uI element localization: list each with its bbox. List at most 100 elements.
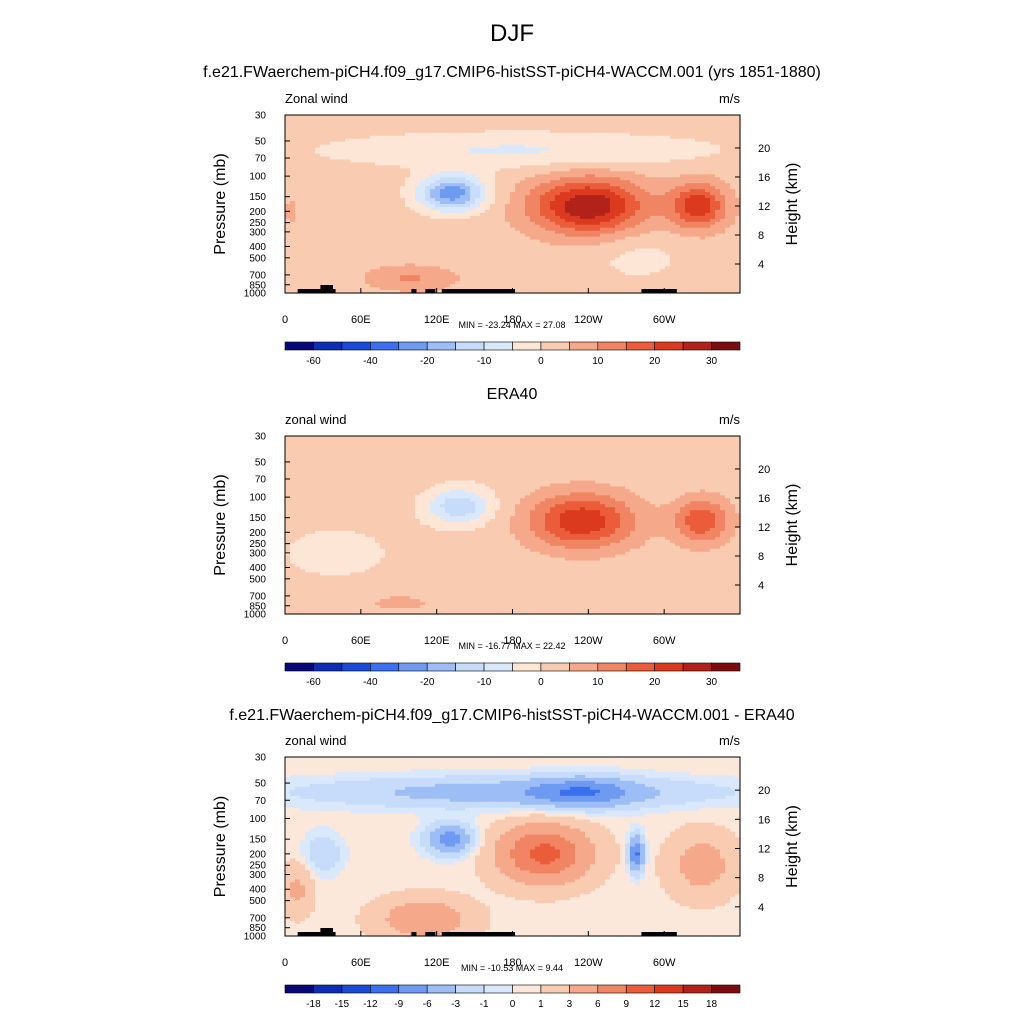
heat-cell (735, 115, 741, 119)
heat-cell (715, 159, 721, 164)
heat-cell (495, 135, 501, 140)
heat-cell (390, 150, 396, 155)
heat-cell (610, 272, 616, 276)
heat-cell (520, 242, 526, 247)
heat-cell (615, 123, 621, 128)
heat-cell (680, 129, 686, 134)
heat-cell (410, 144, 416, 149)
heat-cell (395, 233, 401, 238)
heat-cell (445, 192, 451, 196)
heat-cell (355, 165, 361, 169)
heat-cell (555, 144, 561, 149)
heat-cell (665, 186, 671, 190)
heat-cell (710, 218, 716, 223)
heat-cell (295, 251, 301, 256)
heat-cell (295, 138, 301, 143)
heat-cell (510, 239, 516, 244)
heat-cell (490, 266, 496, 270)
heat-cell (285, 227, 291, 232)
heat-cell (350, 245, 356, 250)
heat-cell (515, 156, 521, 161)
heat-cell (465, 115, 471, 119)
heat-cell (430, 168, 436, 172)
heat-cell (685, 147, 691, 152)
heat-cell (450, 150, 456, 155)
heat-cell (510, 147, 516, 152)
heat-cell (335, 206, 341, 211)
heat-cell (380, 135, 386, 140)
heat-cell (585, 236, 591, 241)
heat-cell (625, 230, 631, 235)
heat-cell (670, 209, 676, 214)
heat-cell (565, 201, 571, 205)
heat-cell (550, 180, 556, 184)
heat-cell (715, 120, 721, 125)
heat-cell (645, 275, 651, 279)
heat-cell (730, 138, 736, 143)
heat-cell (575, 242, 581, 247)
heat-cell (365, 233, 371, 238)
heat-cell (695, 263, 701, 267)
heat-cell (435, 117, 441, 122)
heat-cell (385, 162, 391, 167)
heat-cell (595, 186, 601, 190)
heat-cell (560, 183, 566, 187)
heat-cell (415, 242, 421, 247)
heat-cell (445, 171, 451, 175)
heat-cell (625, 221, 631, 226)
heat-cell (725, 201, 731, 205)
heat-cell (645, 266, 651, 270)
heat-cell (655, 198, 661, 202)
heat-cell (510, 186, 516, 190)
heat-cell (550, 153, 556, 158)
heat-cell (725, 156, 731, 161)
heat-cell (620, 248, 626, 253)
heat-cell (460, 269, 466, 273)
heat-cell (305, 218, 311, 223)
heat-cell (420, 147, 426, 152)
heat-cell (520, 159, 526, 164)
heat-cell (445, 156, 451, 161)
heat-cell (440, 171, 446, 175)
heat-cell (715, 236, 721, 241)
heat-cell (460, 141, 466, 146)
heat-cell (290, 162, 296, 167)
heat-cell (310, 242, 316, 247)
heat-cell (285, 257, 291, 261)
heat-cell (585, 153, 591, 158)
heat-cell (430, 150, 436, 155)
heat-cell (310, 165, 316, 169)
heat-cell (585, 245, 591, 250)
heat-cell (305, 201, 311, 205)
heat-cell (495, 227, 501, 232)
heat-cell (405, 126, 411, 131)
heat-cell (400, 180, 406, 184)
heat-cell (725, 162, 731, 167)
heat-cell (435, 257, 441, 261)
heat-cell (680, 183, 686, 187)
heat-cell (605, 183, 611, 187)
heat-cell (640, 162, 646, 167)
heat-cell (445, 180, 451, 184)
heat-cell (440, 129, 446, 134)
heat-cell (330, 156, 336, 161)
heat-cell (315, 204, 321, 208)
heat-cell (585, 266, 591, 270)
heat-cell (690, 266, 696, 270)
heat-cell (450, 236, 456, 241)
heat-cell (375, 153, 381, 158)
heat-cell (445, 224, 451, 229)
heat-cell (660, 212, 666, 217)
heat-cell (710, 132, 716, 137)
heat-cell (570, 257, 576, 261)
heat-cell (480, 150, 486, 155)
heat-cell (720, 132, 726, 137)
heat-cell (390, 144, 396, 149)
heat-cell (500, 245, 506, 250)
heat-cell (360, 242, 366, 247)
heat-cell (500, 198, 506, 202)
heat-cell (375, 204, 381, 208)
heat-cell (290, 123, 296, 128)
heat-cell (580, 251, 586, 256)
heat-cell (555, 129, 561, 134)
